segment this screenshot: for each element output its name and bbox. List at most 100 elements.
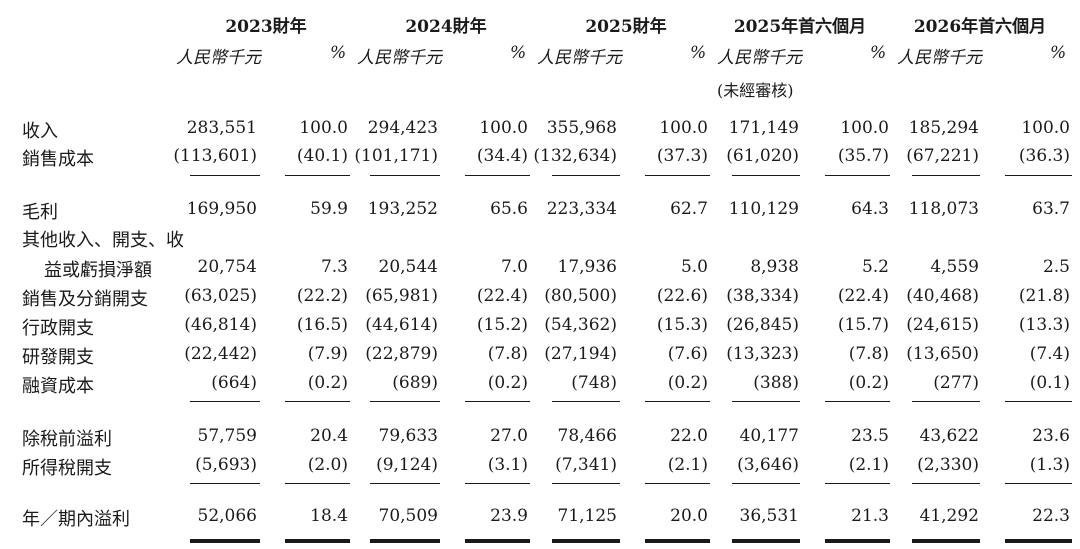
- subtotal-rule: [190, 401, 260, 402]
- total-double-rule: [732, 539, 800, 543]
- subtotal-rule: [552, 175, 620, 176]
- total-double-rule: [1005, 539, 1072, 543]
- amount-cell: 52,066: [197, 506, 257, 526]
- amount-cell: (5,693): [195, 455, 257, 475]
- percent-cell: 21.3: [851, 506, 889, 526]
- subtotal-rule: [285, 401, 350, 402]
- amount-cell: 8,938: [750, 257, 799, 277]
- amount-cell: (388): [753, 373, 799, 393]
- percent-cell: (0.2): [848, 373, 889, 393]
- amount-cell: 118,073: [908, 199, 979, 219]
- percent-cell: 65.6: [490, 199, 528, 219]
- pct-2023: %: [330, 43, 347, 63]
- percent-cell: (22.6): [656, 286, 708, 306]
- amount-cell: (65,981): [365, 286, 438, 306]
- percent-cell: (2.1): [848, 455, 889, 475]
- subtotal-rule: [552, 401, 620, 402]
- percent-cell: (7.4): [1029, 344, 1070, 364]
- amount-cell: 171,149: [728, 118, 799, 138]
- total-double-rule: [825, 539, 890, 543]
- pct-2026-h1: %: [1050, 43, 1067, 63]
- period-2026-h1: 2026年首六個月: [913, 17, 1047, 37]
- subtotal-rule: [552, 483, 620, 484]
- subtotal-rule: [732, 401, 800, 402]
- amount-cell: 78,466: [557, 426, 617, 446]
- percent-cell: (0.1): [1029, 373, 1070, 393]
- total-double-rule: [912, 539, 980, 543]
- amount-cell: (54,362): [544, 315, 617, 335]
- row-label: 其他收入、開支、收: [22, 230, 184, 251]
- amount-cell: (26,845): [726, 315, 799, 335]
- subtotal-rule: [825, 175, 890, 176]
- percent-cell: 100.0: [659, 118, 708, 138]
- percent-cell: (15.2): [476, 315, 528, 335]
- amount-cell: 36,531: [739, 506, 799, 526]
- percent-cell: (13.3): [1018, 315, 1070, 335]
- row-label: 行政開支: [22, 318, 94, 339]
- row-label: 收入: [22, 121, 58, 142]
- amount-cell: 40,177: [739, 426, 799, 446]
- unaudited-note: (未經審核): [717, 81, 794, 100]
- subtotal-rule: [912, 483, 980, 484]
- amount-cell: (80,500): [544, 286, 617, 306]
- total-double-rule: [285, 539, 350, 543]
- row-label: 融資成本: [22, 376, 94, 397]
- amount-cell: 185,294: [908, 118, 979, 138]
- percent-cell: (2.1): [667, 455, 708, 475]
- amount-cell: 223,334: [546, 199, 617, 219]
- amount-cell: (132,634): [533, 146, 617, 166]
- subtotal-rule: [645, 175, 710, 176]
- subtotal-rule: [645, 483, 710, 484]
- amount-cell: (277): [933, 373, 979, 393]
- percent-cell: (1.3): [1029, 455, 1070, 475]
- amount-cell: (22,442): [184, 344, 257, 364]
- total-double-rule: [645, 539, 710, 543]
- percent-cell: 63.7: [1032, 199, 1070, 219]
- percent-cell: (7.9): [307, 344, 348, 364]
- amount-cell: 20,544: [378, 257, 438, 277]
- unit-2024: 人民幣千元: [357, 48, 442, 68]
- subtotal-rule: [465, 175, 530, 176]
- amount-cell: (689): [392, 373, 438, 393]
- amount-cell: (748): [571, 373, 617, 393]
- amount-cell: 17,936: [557, 257, 617, 277]
- percent-cell: (22.2): [296, 286, 348, 306]
- amount-cell: (61,020): [726, 146, 799, 166]
- percent-cell: (22.4): [837, 286, 889, 306]
- row-label: 毛利: [22, 202, 58, 223]
- percent-cell: 22.0: [670, 426, 708, 446]
- row-label: 所得稅開支: [22, 458, 112, 479]
- amount-cell: (22,879): [365, 344, 438, 364]
- amount-cell: (13,323): [726, 344, 799, 364]
- amount-cell: 20,754: [197, 257, 257, 277]
- amount-cell: (101,171): [354, 146, 438, 166]
- percent-cell: 27.0: [490, 426, 528, 446]
- subtotal-rule: [645, 401, 710, 402]
- subtotal-rule: [825, 401, 890, 402]
- percent-cell: (22.4): [476, 286, 528, 306]
- percent-cell: 23.5: [851, 426, 889, 446]
- amount-cell: (7,341): [555, 455, 617, 475]
- percent-cell: (7.8): [487, 344, 528, 364]
- subtotal-rule: [1005, 401, 1072, 402]
- percent-cell: (40.1): [296, 146, 348, 166]
- percent-cell: (21.8): [1018, 286, 1070, 306]
- period-2025: 2025財年: [585, 17, 667, 37]
- amount-cell: 355,968: [546, 118, 617, 138]
- percent-cell: 20.0: [670, 506, 708, 526]
- percent-cell: (36.3): [1018, 146, 1070, 166]
- row-label: 銷售成本: [22, 149, 94, 170]
- amount-cell: 79,633: [378, 426, 438, 446]
- percent-cell: (15.7): [837, 315, 889, 335]
- percent-cell: (15.3): [656, 315, 708, 335]
- pct-2025-h1: %: [870, 43, 887, 63]
- pct-2024: %: [510, 43, 527, 63]
- percent-cell: 64.3: [851, 199, 889, 219]
- unit-2026-h1: 人民幣千元: [897, 48, 982, 68]
- amount-cell: 283,551: [186, 118, 257, 138]
- amount-cell: (63,025): [184, 286, 257, 306]
- percent-cell: (7.6): [667, 344, 708, 364]
- amount-cell: 110,129: [728, 199, 799, 219]
- subtotal-rule: [732, 483, 800, 484]
- percent-cell: 100.0: [1021, 118, 1070, 138]
